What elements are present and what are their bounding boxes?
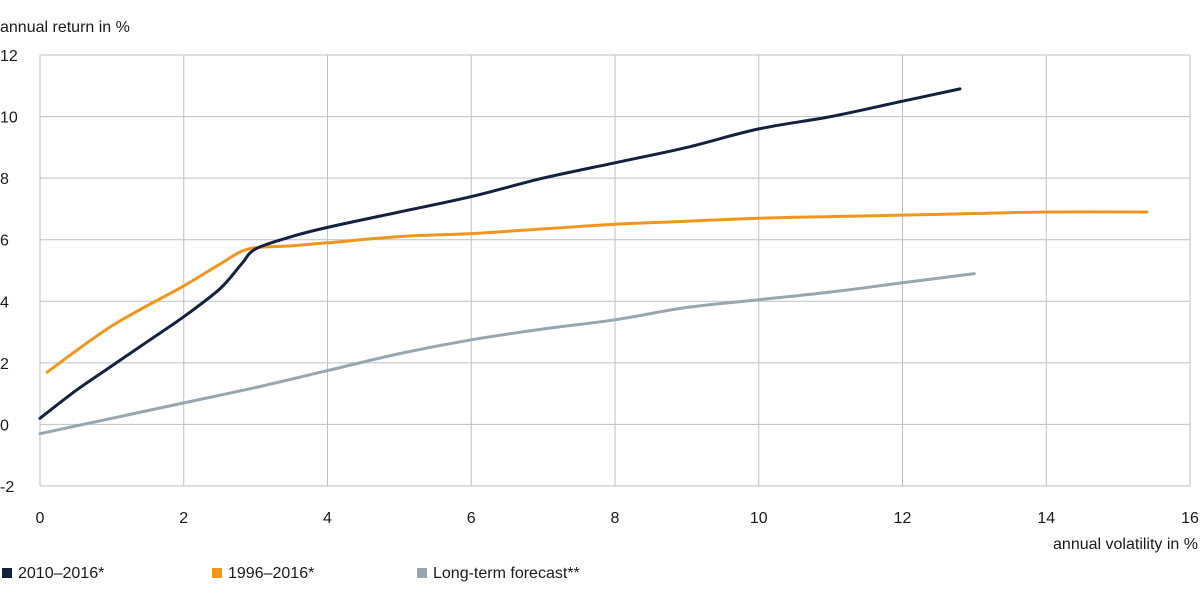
x-tick-label: 4 <box>323 510 332 527</box>
x-tick-label: 6 <box>467 510 476 527</box>
legend-label: 2010–2016* <box>18 565 104 582</box>
y-tick-label: -2 <box>0 479 14 496</box>
legend: 2010–2016* 1996–2016* Long-term forecast** <box>2 565 580 582</box>
series-line-2 <box>38 272 976 436</box>
x-tick-label: 8 <box>611 510 620 527</box>
x-tick-label: 0 <box>36 510 45 527</box>
y-tick-label: 12 <box>0 48 18 65</box>
legend-swatch <box>212 568 222 578</box>
legend-swatch <box>2 568 12 578</box>
y-tick-label: 0 <box>0 417 9 434</box>
legend-label: Long-term forecast** <box>433 565 580 582</box>
y-tick-label: 6 <box>0 233 9 250</box>
legend-swatch <box>417 568 427 578</box>
y-axis-title: annual return in % <box>0 19 130 36</box>
series-line-0 <box>38 87 962 420</box>
y-axis-ticks: -2 0 2 4 6 8 10 12 <box>0 48 18 496</box>
y-tick-label: 8 <box>0 171 9 188</box>
x-tick-label: 12 <box>894 510 912 527</box>
x-tick-label: 16 <box>1181 510 1199 527</box>
legend-label: 1996–2016* <box>228 565 314 582</box>
x-tick-label: 2 <box>179 510 188 527</box>
series-lines <box>38 87 1149 436</box>
x-axis-ticks: 0 2 4 6 8 10 12 14 16 <box>36 510 1199 527</box>
x-tick-label: 10 <box>750 510 768 527</box>
series-line-1 <box>45 210 1149 374</box>
y-tick-label: 4 <box>0 294 9 311</box>
grid <box>39 54 1191 487</box>
x-axis-title: annual volatility in % <box>1053 536 1198 553</box>
y-tick-label: 10 <box>0 110 18 127</box>
x-tick-label: 14 <box>1037 510 1055 527</box>
y-tick-label: 2 <box>0 356 9 373</box>
